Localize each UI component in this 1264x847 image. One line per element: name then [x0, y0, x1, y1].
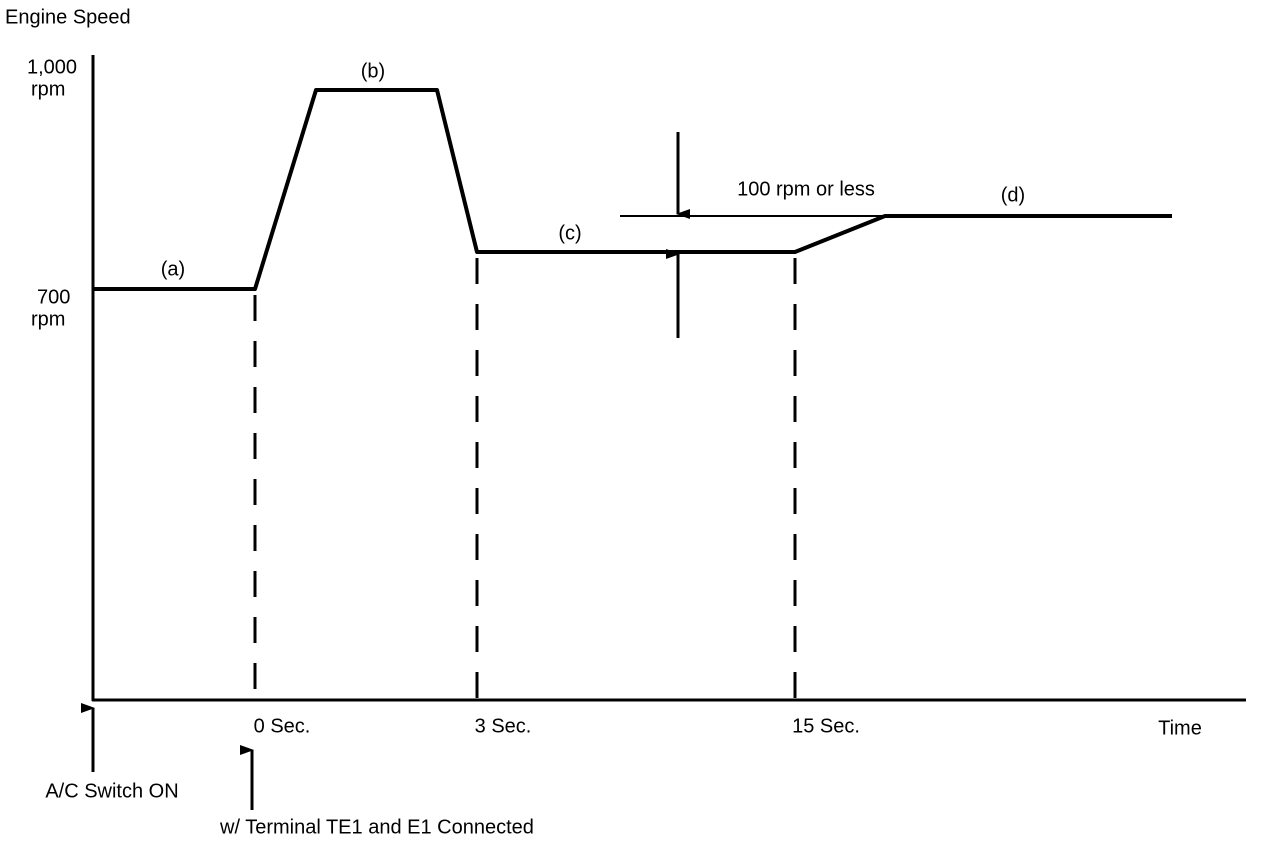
phase-label: (a): [161, 258, 185, 280]
time-mark: 15 Sec.: [792, 715, 860, 737]
tolerance-label: 100 rpm or less: [737, 178, 875, 200]
speed-trace: [93, 88, 1172, 291]
time-lines: [253, 258, 797, 700]
y-axis-label: Engine Speed: [5, 6, 131, 28]
phase-label: (c): [558, 222, 581, 244]
level-value: 700: [37, 286, 70, 308]
phase-label: (d): [1001, 184, 1025, 206]
time-mark: 0 Sec.: [254, 715, 311, 737]
level-unit: rpm: [31, 308, 65, 330]
time-label: Time: [1158, 717, 1202, 739]
level-value: 1,000: [27, 56, 77, 78]
time-mark: 3 Sec.: [475, 715, 532, 737]
event-label: A/C Switch ON: [45, 780, 178, 802]
phase-label: (b): [361, 60, 385, 82]
event-label: w/ Terminal TE1 and E1 Connected: [219, 816, 534, 838]
level-unit: rpm: [31, 78, 65, 100]
